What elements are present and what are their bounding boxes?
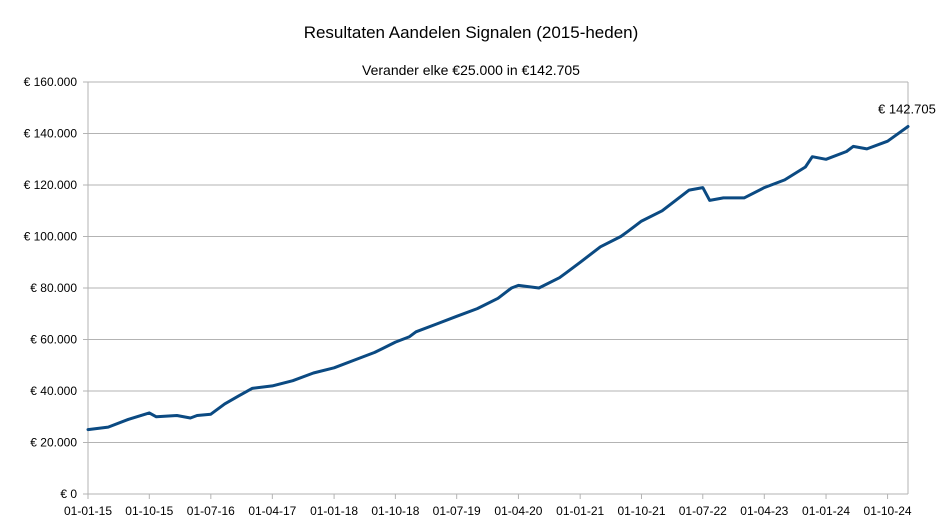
x-tick-label: 01-04-17 bbox=[248, 504, 296, 518]
x-tick-label: 01-10-24 bbox=[864, 504, 912, 518]
x-tick-label: 01-07-19 bbox=[433, 504, 481, 518]
grid-lines bbox=[83, 81, 909, 495]
x-tick-label: 01-01-21 bbox=[556, 504, 604, 518]
x-tick-label: 01-01-15 bbox=[64, 504, 112, 518]
x-tick-label: 01-07-16 bbox=[187, 504, 235, 518]
x-tick-label: 01-04-20 bbox=[494, 504, 542, 518]
y-axis: € 0 € 20.000 € 40.000 € 60.000 € 80.000 € 100… bbox=[24, 75, 78, 501]
x-axis: 01-01-15 01-10-15 01-07-16 01-04-17 01-01-18… bbox=[64, 494, 912, 518]
y-tick-label: € 40.000 bbox=[30, 384, 77, 398]
y-tick-label: € 60.000 bbox=[30, 333, 77, 347]
y-tick-label: € 100.000 bbox=[24, 230, 78, 244]
series-layer bbox=[86, 125, 910, 432]
y-tick-label: € 80.000 bbox=[30, 281, 77, 295]
x-tick-label: 01-04-23 bbox=[740, 504, 788, 518]
x-tick-label: 01-07-22 bbox=[679, 504, 727, 518]
x-tick-label: 01-01-18 bbox=[310, 504, 358, 518]
y-tick-label: € 120.000 bbox=[24, 178, 78, 192]
chart-title: Resultaten Aandelen Signalen (2015-heden… bbox=[304, 23, 639, 42]
y-tick-label: € 20.000 bbox=[30, 436, 77, 450]
y-tick-label: € 140.000 bbox=[24, 127, 78, 141]
chart-subtitle: Verander elke €25.000 in €142.705 bbox=[362, 62, 580, 78]
annotation-layer: € 142.705 bbox=[878, 102, 936, 117]
x-tick-label: 01-10-18 bbox=[371, 504, 419, 518]
series-line bbox=[86, 125, 910, 432]
y-tick-label: € 0 bbox=[60, 487, 77, 501]
end-value-label: € 142.705 bbox=[878, 102, 936, 117]
x-tick-label: 01-10-21 bbox=[617, 504, 665, 518]
y-tick-label: € 160.000 bbox=[24, 75, 78, 89]
x-tick-label: 01-01-24 bbox=[802, 504, 850, 518]
x-tick-label: 01-10-15 bbox=[125, 504, 173, 518]
